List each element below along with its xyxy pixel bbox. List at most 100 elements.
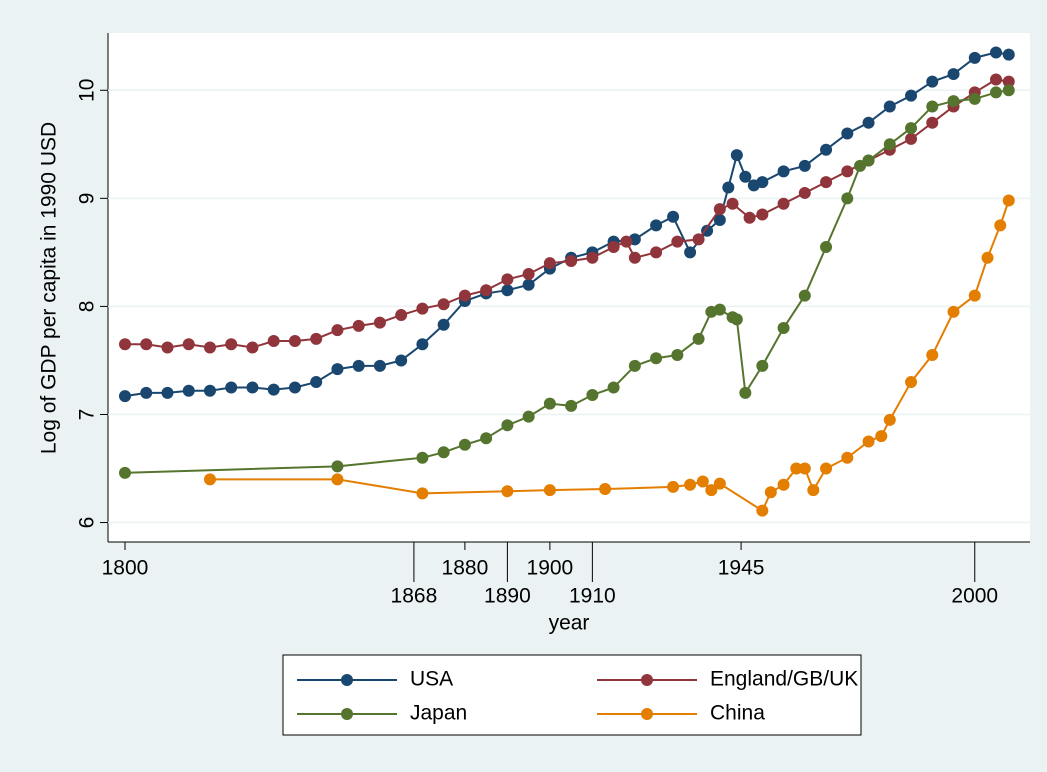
data-point <box>841 165 854 178</box>
data-point <box>458 289 471 302</box>
data-point <box>981 251 994 264</box>
data-point <box>501 419 514 432</box>
y-tick-label: 7 <box>76 409 99 421</box>
data-point <box>990 73 1003 86</box>
data-point <box>739 386 752 399</box>
data-point <box>798 186 811 199</box>
data-point <box>416 302 429 315</box>
data-point <box>692 233 705 246</box>
data-point <box>798 159 811 172</box>
data-point <box>841 192 854 205</box>
data-point <box>990 46 1003 59</box>
data-point <box>522 410 535 423</box>
data-point <box>140 386 153 399</box>
data-point <box>182 338 195 351</box>
data-point <box>820 176 833 189</box>
data-point <box>713 213 726 226</box>
data-point <box>730 149 743 162</box>
y-tick-label: 6 <box>76 517 99 529</box>
data-point <box>118 338 131 351</box>
data-point <box>926 349 939 362</box>
data-point <box>650 219 663 232</box>
data-point <box>905 89 918 102</box>
legend-marker <box>641 708 653 720</box>
data-point <box>777 197 790 210</box>
data-point <box>722 181 735 194</box>
data-point <box>883 138 896 151</box>
data-point <box>501 485 514 498</box>
data-point <box>713 477 726 490</box>
data-point <box>395 354 408 367</box>
data-point <box>883 100 896 113</box>
data-point <box>667 210 680 223</box>
data-point <box>543 397 556 410</box>
x-tick-label: 1880 <box>442 557 489 580</box>
data-point <box>480 432 493 445</box>
data-point <box>310 376 323 389</box>
data-point <box>140 338 153 351</box>
x-tick-label: 1868 <box>391 585 438 608</box>
data-point <box>968 289 981 302</box>
x-tick-label: 2000 <box>951 585 998 608</box>
data-point <box>437 298 450 311</box>
data-point <box>777 478 790 491</box>
data-point <box>395 309 408 322</box>
x-tick-label: 1800 <box>102 557 149 580</box>
data-point <box>599 483 612 496</box>
data-point <box>777 322 790 335</box>
legend-label: USA <box>410 668 453 691</box>
data-point <box>225 381 238 394</box>
data-point <box>628 359 641 372</box>
data-point <box>352 319 365 332</box>
data-point <box>798 462 811 475</box>
data-point <box>628 251 641 264</box>
data-point <box>764 486 777 499</box>
data-point <box>947 95 960 108</box>
data-point <box>756 208 769 221</box>
data-point <box>607 381 620 394</box>
data-point <box>713 203 726 216</box>
data-point <box>790 462 803 475</box>
data-point <box>684 246 697 259</box>
data-point <box>671 349 684 362</box>
data-point <box>501 273 514 286</box>
data-point <box>373 316 386 329</box>
data-point <box>288 381 301 394</box>
legend-box <box>282 654 862 736</box>
data-point <box>947 68 960 81</box>
data-point <box>743 211 756 224</box>
data-point <box>726 197 739 210</box>
data-point <box>875 430 888 443</box>
data-point <box>701 224 714 237</box>
data-point <box>905 122 918 135</box>
legend-label: England/GB/UK <box>710 668 858 691</box>
data-point <box>246 341 259 354</box>
data-point <box>862 154 875 167</box>
data-point <box>437 318 450 331</box>
data-point <box>994 219 1007 232</box>
data-point <box>671 235 684 248</box>
data-point <box>331 324 344 337</box>
data-point <box>586 251 599 264</box>
data-point <box>522 267 535 280</box>
data-point <box>905 132 918 145</box>
data-point <box>1002 75 1015 88</box>
legend-marker <box>341 708 353 720</box>
data-point <box>118 390 131 403</box>
data-point <box>620 235 633 248</box>
data-point <box>926 100 939 113</box>
x-tick-label: 1910 <box>569 585 616 608</box>
data-point <box>713 303 726 316</box>
data-point <box>373 359 386 372</box>
x-tick-label: 1900 <box>527 557 574 580</box>
legend-label: Japan <box>410 702 467 725</box>
data-point <box>756 504 769 517</box>
data-point <box>990 86 1003 99</box>
data-point <box>854 159 867 172</box>
data-point <box>862 435 875 448</box>
data-point <box>565 399 578 412</box>
data-point <box>543 257 556 270</box>
data-point <box>416 487 429 500</box>
data-point <box>522 278 535 291</box>
data-point <box>807 484 820 497</box>
